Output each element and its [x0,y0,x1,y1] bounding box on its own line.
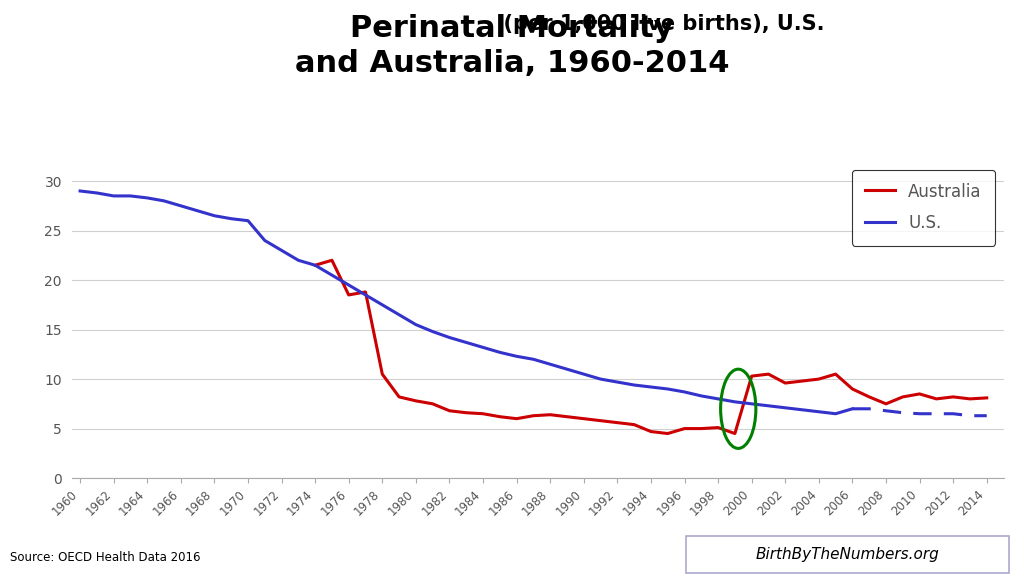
Australia [645,428,657,435]
Australia [511,415,523,422]
Australia [913,391,926,397]
Australia [494,413,506,420]
Australia [376,371,388,378]
U.S. [141,195,154,202]
Australia [729,430,741,437]
U.S. [108,192,120,199]
Australia [695,425,708,432]
U.S. [376,301,388,308]
U.S. [91,190,103,196]
U.S. [427,328,439,335]
U.S. [175,202,187,209]
U.S. [561,366,573,373]
Australia [309,262,322,268]
Australia [326,257,338,264]
U.S. [594,376,606,382]
U.S. [460,339,472,346]
Australia [527,412,540,419]
U.S. [829,410,842,417]
Australia [578,415,590,422]
Australia [813,376,825,382]
U.S. [410,321,422,328]
U.S. [578,371,590,378]
Australia [947,393,959,400]
Australia [544,411,556,418]
Australia [829,371,842,378]
Line: U.S.: U.S. [80,191,852,414]
U.S. [443,334,456,341]
U.S. [695,392,708,399]
U.S. [745,400,758,407]
U.S. [326,272,338,279]
U.S. [309,262,322,268]
Australia [393,393,406,400]
Australia [678,425,690,432]
Australia [443,407,456,414]
Australia [561,413,573,420]
U.S. [762,403,774,410]
Text: Source: OECD Health Data 2016: Source: OECD Health Data 2016 [10,551,201,564]
Australia [981,395,993,401]
Australia [964,395,976,402]
U.S. [645,384,657,391]
Australia [460,410,472,416]
U.S. [359,291,372,298]
U.S. [292,257,304,264]
U.S. [662,385,674,392]
U.S. [813,408,825,415]
Text: and Australia, 1960-2014: and Australia, 1960-2014 [295,49,729,78]
U.S. [124,192,136,199]
U.S. [678,388,690,395]
Line: Australia: Australia [315,260,987,434]
Australia [745,373,758,380]
Australia [897,393,909,400]
Text: Perinatal Mortality: Perinatal Mortality [350,14,674,43]
U.S. [729,399,741,406]
U.S. [191,207,204,214]
Australia [628,421,640,428]
U.S. [796,406,808,413]
Australia [762,371,774,378]
Australia [863,393,876,400]
U.S. [511,353,523,360]
Australia [662,430,674,437]
U.S. [494,349,506,356]
Text: BirthByTheNumbers.org: BirthByTheNumbers.org [756,547,939,562]
Australia [594,417,606,424]
Australia [846,385,858,392]
U.S. [846,406,858,412]
U.S. [712,395,724,402]
U.S. [158,198,170,204]
Australia [779,380,792,386]
Text: (per 1,000 live births), U.S.: (per 1,000 live births), U.S. [200,14,824,35]
U.S. [74,188,86,195]
U.S. [343,282,355,289]
U.S. [544,361,556,367]
U.S. [779,404,792,411]
Australia [427,400,439,407]
U.S. [393,311,406,318]
U.S. [225,215,238,222]
Australia [343,291,355,298]
U.S. [242,217,254,224]
U.S. [208,213,220,219]
Australia [796,378,808,385]
U.S. [275,247,288,254]
Australia [477,410,489,417]
Australia [712,424,724,431]
U.S. [628,381,640,388]
U.S. [259,237,271,244]
Australia [359,289,372,295]
U.S. [527,356,540,363]
U.S. [611,378,624,385]
Legend: Australia, U.S.: Australia, U.S. [852,169,995,245]
Australia [410,397,422,404]
U.S. [477,344,489,351]
Australia [880,400,892,407]
Australia [930,395,942,402]
Australia [611,419,624,426]
